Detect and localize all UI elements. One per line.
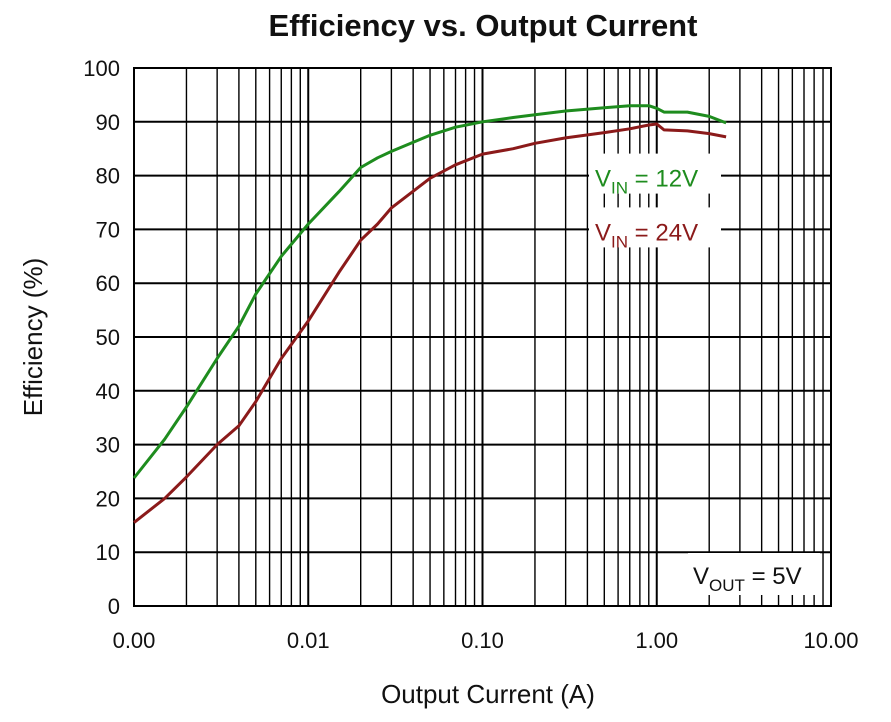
series-lines <box>132 104 727 524</box>
y-tick-label: 80 <box>96 164 120 189</box>
legend-backing <box>589 207 721 248</box>
annotation-main: V <box>693 563 709 590</box>
y-tick-label: 30 <box>96 433 120 458</box>
x-tick-label: 1.00 <box>635 628 678 653</box>
plot-grid <box>133 67 831 607</box>
y-tick-label: 40 <box>96 379 120 404</box>
legend-label-vin-24v: VIN = 24V <box>595 219 698 251</box>
legend-label-sub: IN <box>611 179 628 198</box>
series-line-vin-24v <box>133 122 727 524</box>
legend-label-main: V <box>595 219 611 246</box>
series-line-vin-12v <box>132 104 727 479</box>
y-tick-label: 10 <box>96 540 120 565</box>
y-tick-labels: 0 10 20 30 40 50 60 70 80 90 100 <box>83 56 120 619</box>
y-tick-label: 60 <box>96 271 120 296</box>
x-tick-label: 0.00 <box>113 628 156 653</box>
y-tick-label: 0 <box>108 594 120 619</box>
legend-label-rest: = 24V <box>628 219 698 246</box>
y-tick-label: 70 <box>96 217 120 242</box>
y-axis-title: Efficiency (%) <box>18 258 48 416</box>
y-tick-label: 20 <box>96 486 120 511</box>
annotation-sub: OUT <box>709 576 745 595</box>
x-axis-title: Output Current (A) <box>381 679 595 709</box>
x-tick-label: 10.00 <box>803 628 858 653</box>
chart-title: Efficiency vs. Output Current <box>269 8 698 43</box>
annotation-backing <box>688 553 820 595</box>
annotation-label: VOUT = 5V <box>693 563 802 595</box>
x-tick-label: 0.10 <box>461 628 504 653</box>
y-tick-label: 90 <box>96 110 120 135</box>
legend-backing <box>589 153 721 194</box>
legend-label-sub: IN <box>611 232 628 251</box>
y-tick-label: 50 <box>96 325 120 350</box>
legend-label-vin-12v: VIN = 12V <box>595 166 698 198</box>
legend-label-rest: = 12V <box>628 166 698 193</box>
y-tick-label: 100 <box>83 56 120 81</box>
vout-annotation: VOUT = 5V <box>688 553 820 595</box>
legend-label-main: V <box>595 166 611 193</box>
annotation-rest: = 5V <box>745 563 802 590</box>
x-tick-labels: 0.00 0.01 0.10 1.00 10.00 <box>113 628 859 653</box>
plot-frame <box>133 67 832 607</box>
x-tick-label: 0.01 <box>287 628 330 653</box>
